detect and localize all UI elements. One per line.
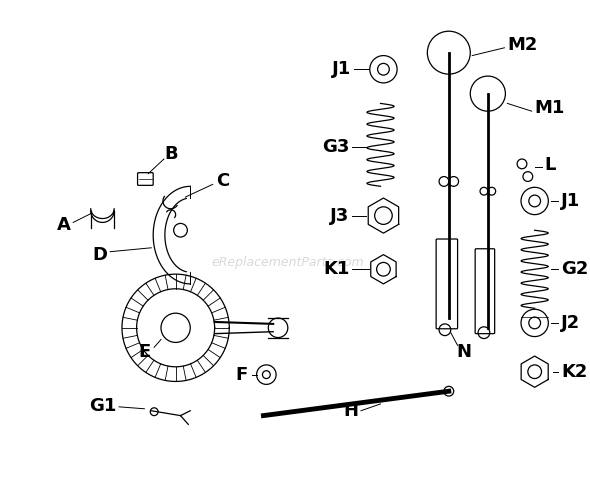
Text: J3: J3: [330, 206, 349, 225]
Text: J2: J2: [561, 314, 580, 332]
Text: K2: K2: [561, 363, 588, 381]
FancyBboxPatch shape: [475, 249, 494, 334]
Text: J1: J1: [561, 192, 580, 210]
Text: J1: J1: [332, 60, 351, 78]
Text: H: H: [344, 402, 359, 420]
Text: G3: G3: [322, 138, 349, 156]
Text: M2: M2: [507, 36, 537, 54]
Text: eReplacementParts.com: eReplacementParts.com: [211, 256, 364, 269]
Text: E: E: [138, 343, 150, 361]
Text: N: N: [456, 343, 471, 361]
FancyBboxPatch shape: [137, 172, 153, 185]
Text: C: C: [216, 172, 229, 191]
Text: A: A: [57, 217, 70, 234]
Text: G1: G1: [88, 397, 116, 415]
Text: K1: K1: [323, 260, 349, 278]
Text: F: F: [236, 365, 248, 384]
FancyBboxPatch shape: [436, 239, 458, 329]
Text: D: D: [92, 246, 107, 263]
Text: B: B: [164, 145, 178, 163]
Text: L: L: [545, 156, 556, 174]
Text: M1: M1: [535, 99, 565, 117]
Text: G2: G2: [561, 260, 588, 278]
